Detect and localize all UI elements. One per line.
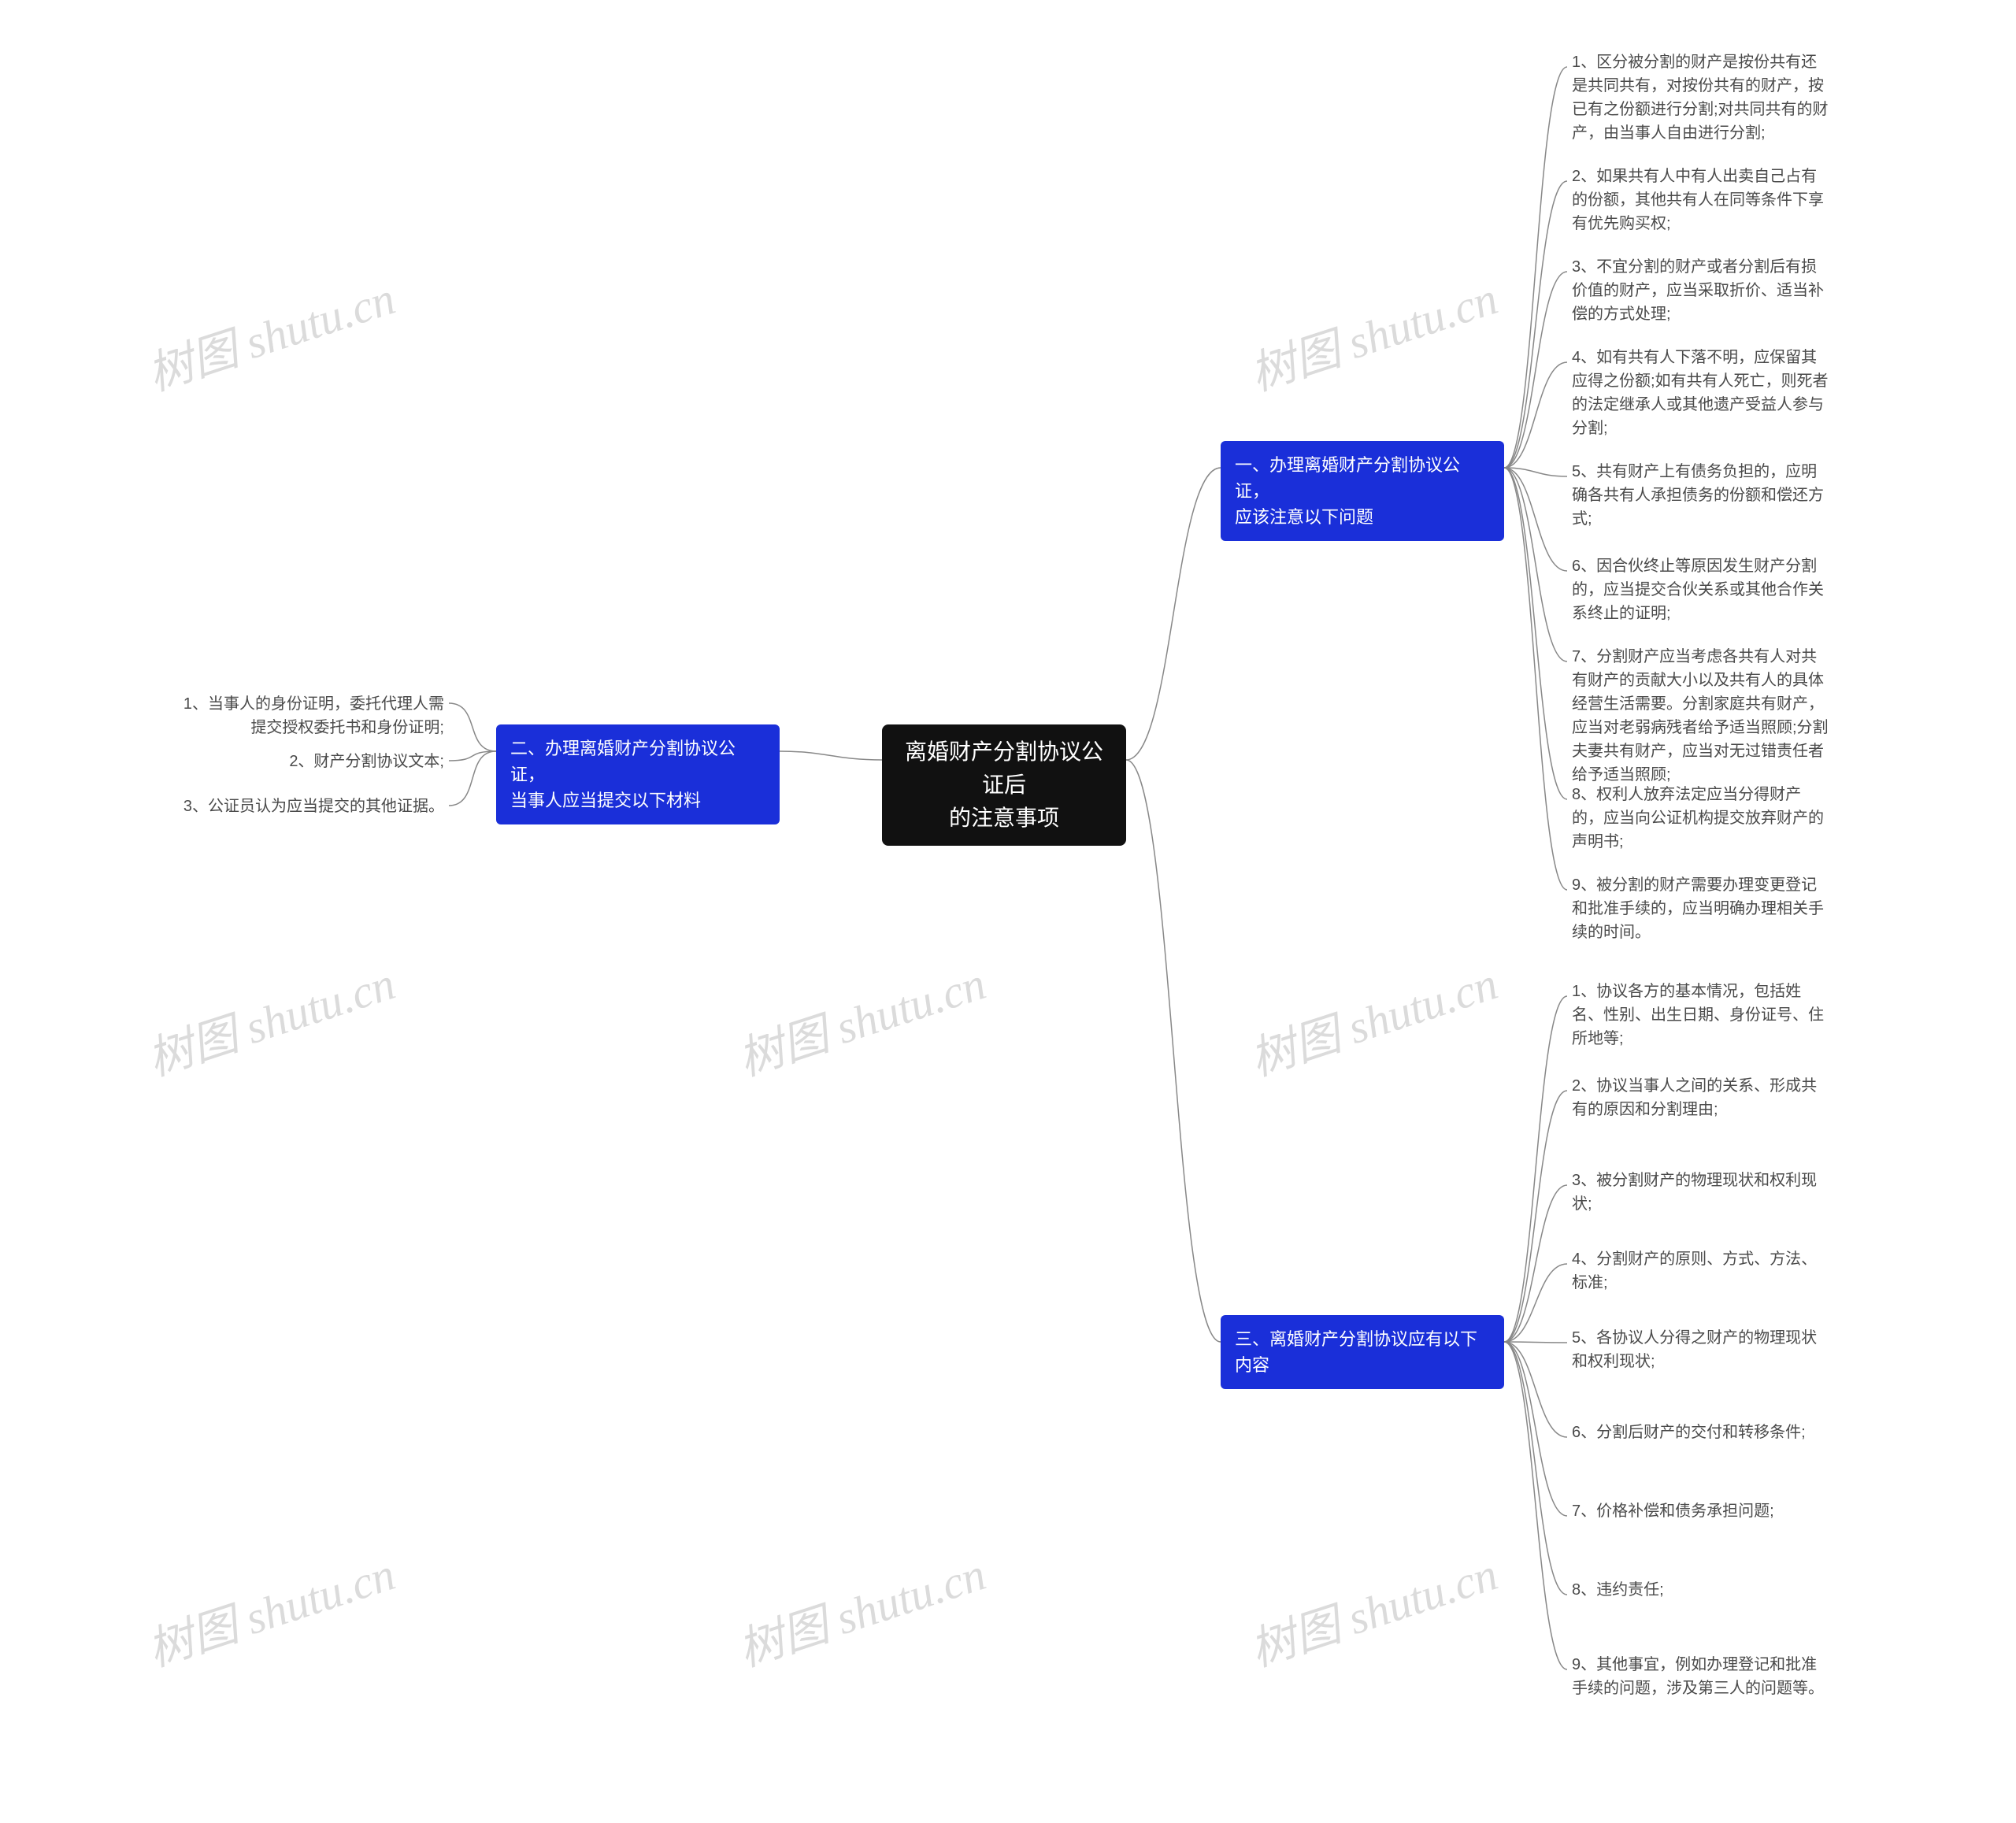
leaf-3-9: 9、其他事宜，例如办理登记和批准手续的问题，涉及第三人的问题等。	[1567, 1650, 1835, 1703]
watermark: 树图 shutu.cn	[728, 947, 992, 1088]
leaf-3-5: 5、各协议人分得之财产的物理现状和权利现状;	[1567, 1323, 1835, 1377]
watermark: 树图 shutu.cn	[728, 1537, 992, 1679]
watermark: 树图 shutu.cn	[138, 1537, 402, 1679]
leaf-3-4: 4、分割财产的原则、方式、方法、标准;	[1567, 1244, 1835, 1298]
leaf-1-1: 1、区分被分割的财产是按份共有还是共同共有，对按份共有的财产，按已有之份额进行分…	[1567, 47, 1835, 148]
leaf-3-3: 3、被分割财产的物理现状和权利现状;	[1567, 1165, 1835, 1219]
leaf-2-2: 2、财产分割协议文本;	[165, 747, 449, 776]
leaf-1-9: 9、被分割的财产需要办理变更登记和批准手续的，应当明确办理相关手续的时间。	[1567, 870, 1835, 947]
leaf-1-3: 3、不宜分割的财产或者分割后有损价值的财产，应当采取折价、适当补偿的方式处理;	[1567, 252, 1835, 329]
mindmap-root: 离婚财产分割协议公证后 的注意事项	[882, 724, 1126, 846]
watermark: 树图 shutu.cn	[1240, 261, 1504, 403]
leaf-2-1: 1、当事人的身份证明，委托代理人需提交授权委托书和身份证明;	[165, 689, 449, 743]
leaf-1-5: 5、共有财产上有债务负担的，应明确各共有人承担债务的份额和偿还方式;	[1567, 457, 1835, 534]
leaf-2-3: 3、公证员认为应当提交的其他证据。	[165, 791, 449, 821]
leaf-1-4: 4、如有共有人下落不明，应保留其应得之份额;如有共有人死亡，则死者的法定继承人或…	[1567, 343, 1835, 443]
watermark: 树图 shutu.cn	[1240, 947, 1504, 1088]
leaf-3-2: 2、协议当事人之间的关系、形成共有的原因和分割理由;	[1567, 1071, 1835, 1125]
branch-node-1: 一、办理离婚财产分割协议公证， 应该注意以下问题	[1221, 441, 1504, 541]
leaf-3-6: 6、分割后财产的交付和转移条件;	[1567, 1417, 1835, 1447]
leaf-1-6: 6、因合伙终止等原因发生财产分割的，应当提交合伙关系或其他合作关系终止的证明;	[1567, 551, 1835, 628]
leaf-1-2: 2、如果共有人中有人出卖自己占有的份额，其他共有人在同等条件下享有优先购买权;	[1567, 161, 1835, 239]
leaf-1-8: 8、权利人放弃法定应当分得财产的，应当向公证机构提交放弃财产的声明书;	[1567, 780, 1835, 857]
watermark: 树图 shutu.cn	[138, 947, 402, 1088]
branch-node-3: 三、离婚财产分割协议应有以下内容	[1221, 1315, 1504, 1389]
leaf-3-8: 8、违约责任;	[1567, 1575, 1835, 1605]
leaf-3-7: 7、价格补偿和债务承担问题;	[1567, 1496, 1835, 1526]
leaf-3-1: 1、协议各方的基本情况，包括姓名、性别、出生日期、身份证号、住所地等;	[1567, 976, 1835, 1054]
branch-node-2: 二、办理离婚财产分割协议公证， 当事人应当提交以下材料	[496, 724, 780, 824]
watermark: 树图 shutu.cn	[1240, 1537, 1504, 1679]
watermark: 树图 shutu.cn	[138, 261, 402, 403]
leaf-1-7: 7、分割财产应当考虑各共有人对共有财产的贡献大小以及共有人的具体经营生活需要。分…	[1567, 642, 1835, 790]
